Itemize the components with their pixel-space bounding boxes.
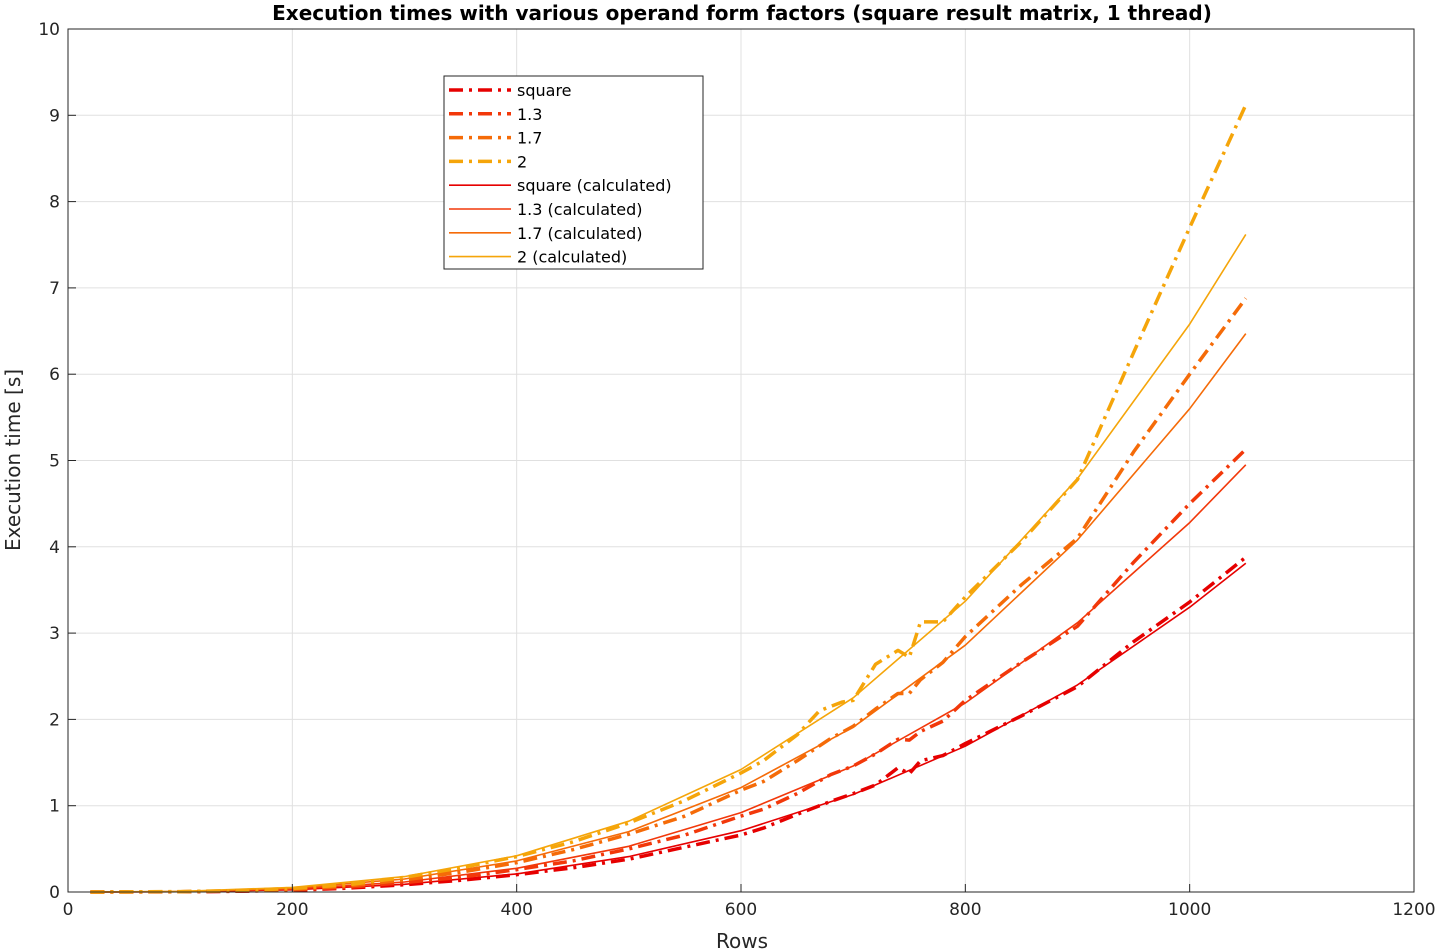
legend-entry: 1.3 [517, 105, 542, 124]
y-tick-label: 9 [49, 106, 60, 126]
series-line-6 [90, 464, 1247, 893]
x-tick-label: 0 [63, 900, 74, 920]
y-tick-label: 6 [49, 365, 60, 385]
y-tick-label: 3 [49, 624, 60, 644]
series-line-3 [90, 297, 1248, 894]
y-tick-label: 10 [38, 20, 60, 40]
y-tick-label: 8 [49, 193, 60, 213]
legend-entry: 1.7 [517, 129, 542, 148]
y-axis-label: Execution time [s] [1, 369, 25, 551]
y-tick-label: 5 [49, 452, 60, 472]
series-line-4 [90, 104, 1248, 894]
y-tick-label: 0 [49, 883, 60, 903]
ticks: 0 200 400 600 800 1000 1200 0 1 2 3 4 5 6 7 8 9 10 [38, 20, 1435, 920]
series-group [90, 104, 1248, 894]
x-tick-label: 1000 [1168, 900, 1211, 920]
x-tick-label: 1200 [1392, 900, 1435, 920]
legend-entry: square [517, 81, 572, 100]
grid [67, 28, 1415, 893]
legend: square 1.3 1.7 2 square (calculated) 1.3 (cal… [443, 75, 704, 270]
legend-entry: 2 (calculated) [517, 248, 627, 267]
x-tick-label: 800 [949, 900, 981, 920]
series-line-8 [90, 233, 1247, 893]
legend-entry: 1.3 (calculated) [517, 200, 643, 219]
legend-entry: square (calculated) [517, 176, 672, 195]
legend-entry: 2 [517, 152, 527, 171]
x-tick-label: 600 [725, 900, 757, 920]
x-tick-label: 200 [276, 900, 308, 920]
y-tick-label: 1 [49, 797, 60, 817]
series-line-2 [90, 448, 1248, 894]
series-line-1 [90, 555, 1247, 894]
legend-box [443, 75, 704, 270]
chart-title: Execution times with various operand for… [272, 1, 1212, 25]
series-line-5 [90, 562, 1247, 893]
y-tick-label: 7 [49, 279, 60, 299]
x-axis-label: Rows [716, 929, 768, 952]
y-tick-label: 2 [49, 710, 60, 730]
x-tick-label: 400 [500, 900, 532, 920]
y-tick-label: 4 [49, 538, 60, 558]
legend-entry: 1.7 (calculated) [517, 224, 643, 243]
